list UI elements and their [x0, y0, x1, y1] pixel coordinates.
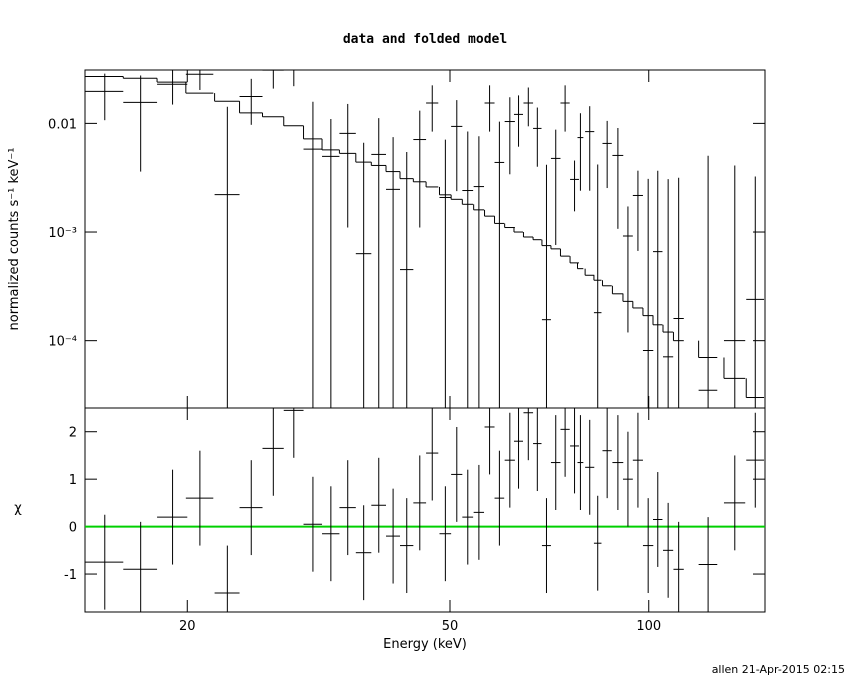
y2-tick-label: 0 [69, 521, 77, 536]
y2-tick-label: -1 [64, 568, 77, 583]
bottom-frame [84, 407, 766, 613]
y2-axis-label: χ [14, 501, 22, 516]
y-tick-label: 10⁻³ [48, 226, 77, 241]
y-tick-label: 0.01 [48, 117, 77, 132]
x-axis-label: Energy (keV) [383, 637, 467, 652]
footer: allen 21-Apr-2015 02:15 [712, 663, 845, 676]
y2-tick-label: 1 [69, 473, 77, 488]
top-frame [84, 69, 766, 409]
y-axis-label: normalized counts s⁻¹ keV⁻¹ [7, 148, 22, 331]
y2-tick-label: 2 [69, 426, 77, 441]
x-tick-label: 50 [442, 619, 459, 634]
x-tick-label: 100 [636, 619, 661, 634]
x-tick-label: 20 [179, 619, 196, 634]
y-tick-label: 10⁻⁴ [48, 335, 77, 350]
chart-title: data and folded model [343, 32, 507, 47]
